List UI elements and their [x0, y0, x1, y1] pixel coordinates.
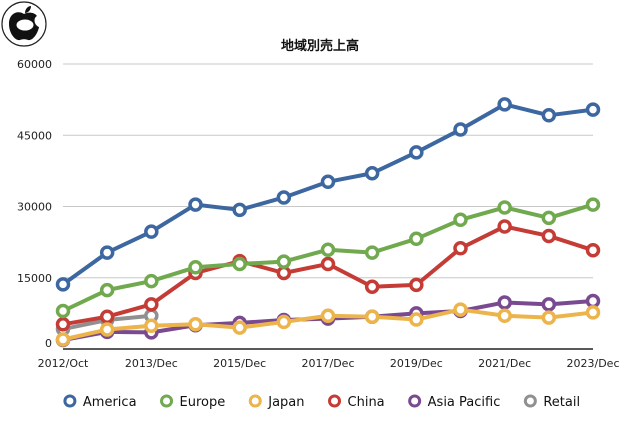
data-point-europe [188, 260, 203, 275]
legend-marker [523, 394, 537, 408]
data-point-japan [276, 314, 292, 330]
data-point-america [276, 190, 292, 205]
data-point-japan [453, 302, 468, 317]
data-point-europe [585, 197, 601, 212]
x-tick-label: 2019/Dec [390, 357, 443, 370]
legend-label: Asia Pacific [428, 395, 501, 410]
data-point-america [320, 174, 336, 190]
data-point-china [364, 279, 380, 295]
data-point-america [541, 108, 557, 123]
data-point-america [364, 166, 380, 181]
data-point-europe [276, 254, 292, 269]
x-tick-label: 2017/Dec [302, 357, 355, 370]
legend-label: Japan [267, 395, 304, 410]
data-point-europe [232, 256, 247, 272]
data-point-china [144, 297, 159, 312]
legend-label: America [83, 395, 137, 410]
data-point-america [144, 224, 159, 239]
data-point-china [320, 256, 336, 272]
y-tick-label: 60000 [17, 58, 52, 71]
data-point-america [99, 245, 115, 260]
x-tick-label: 2023/Dec [567, 357, 620, 370]
data-point-america [188, 197, 203, 212]
x-tick-label: 2012/Oct [38, 357, 89, 370]
data-point-europe [453, 212, 468, 228]
data-point-asia-pacific [541, 297, 557, 312]
data-point-china [453, 241, 468, 256]
data-point-america [585, 102, 601, 117]
data-point-japan [55, 332, 71, 347]
data-point-china [409, 277, 424, 293]
data-point-america [55, 277, 71, 292]
data-point-japan [320, 308, 336, 323]
legend-marker [408, 394, 422, 408]
data-point-japan [409, 312, 424, 327]
legend-marker [248, 394, 262, 408]
x-tick-label: 2013/Dec [125, 357, 178, 370]
y-tick-label: 0 [45, 337, 52, 350]
data-point-america [453, 122, 468, 137]
data-point-europe [364, 245, 380, 260]
x-tick-label: 2015/Dec [213, 357, 266, 370]
data-point-japan [497, 308, 512, 323]
data-point-europe [144, 273, 159, 289]
data-point-europe [55, 303, 71, 319]
apple-logo [1, 1, 47, 47]
legend-label: Retail [543, 395, 580, 410]
data-point-china [99, 309, 115, 324]
legend-marker [160, 394, 174, 408]
legend-marker [63, 394, 77, 408]
data-point-america [497, 97, 512, 112]
data-point-japan [232, 320, 247, 335]
data-point-america [409, 145, 424, 160]
data-point-asia-pacific [585, 293, 601, 309]
legend-marker [328, 394, 342, 408]
data-point-japan [144, 318, 159, 333]
chart-title: 地域別売上高 [281, 38, 359, 54]
data-point-china [541, 228, 557, 244]
x-tick-label: 2021/Dec [478, 357, 531, 370]
data-point-europe [541, 210, 557, 226]
data-point-japan [99, 322, 115, 337]
data-point-europe [99, 282, 115, 298]
data-point-japan [364, 309, 380, 324]
data-point-china [55, 317, 71, 332]
data-point-asia-pacific [497, 295, 512, 310]
data-point-china [276, 265, 292, 281]
data-point-europe [320, 242, 336, 257]
y-tick-label: 45000 [17, 129, 52, 142]
legend-label: China [348, 395, 385, 410]
y-tick-label: 30000 [17, 201, 52, 214]
data-point-europe [497, 200, 512, 215]
legend-label: Europe [180, 395, 226, 410]
data-point-america [232, 202, 247, 218]
data-point-china [585, 242, 601, 258]
data-point-japan [585, 305, 601, 320]
data-point-japan [188, 317, 203, 332]
data-point-china [497, 219, 512, 234]
data-point-europe [409, 231, 424, 247]
y-tick-label: 15000 [17, 272, 52, 285]
data-point-japan [541, 310, 557, 325]
